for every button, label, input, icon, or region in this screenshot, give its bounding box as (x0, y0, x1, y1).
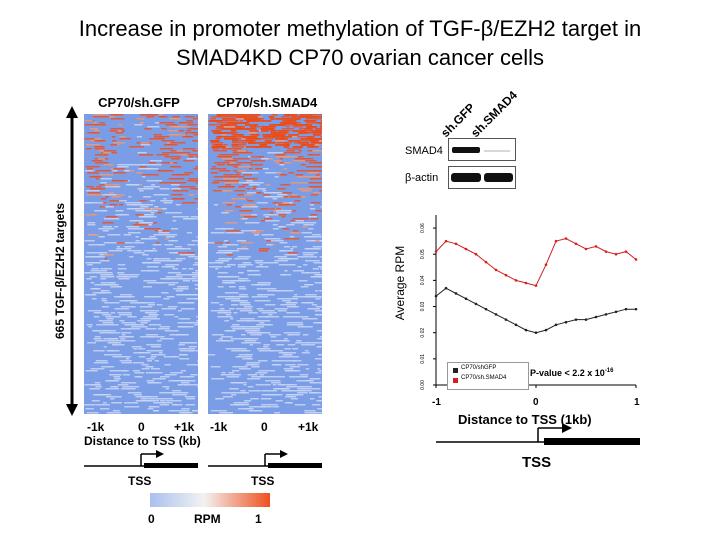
targets-arrow (66, 106, 78, 416)
profile-plot: 0.00 0.01 0.02 0.03 0.04 0.05 0.06 (420, 215, 638, 390)
profile-data-point (574, 318, 578, 321)
heatmap-right-tick-neg: -1k (210, 420, 228, 434)
profile-x-label: Distance to TSS (1kb) (458, 412, 592, 427)
profile-data-point (584, 247, 588, 251)
profile-data-point (484, 307, 488, 311)
profile-gene-diagram (436, 423, 640, 445)
profile-data-point (604, 250, 608, 253)
profile-y-tick-label: 0.05 (420, 249, 426, 259)
blot-row-smad4: SMAD4 (405, 145, 443, 157)
profile-data-point (554, 323, 558, 327)
colorbar-min: 0 (148, 512, 155, 526)
profile-data-point (494, 268, 498, 272)
profile-data-point (544, 263, 548, 266)
profile-data-point (624, 307, 628, 311)
profile-data-point (614, 252, 618, 256)
blot-row-actin: β-actin (405, 172, 439, 184)
profile-data-point (594, 315, 598, 319)
colorbar (150, 493, 270, 507)
profile-data-point (494, 313, 498, 316)
legend-label-gfp: CP70/shGFP (461, 365, 497, 371)
legend-label-smad4: CP70/sh.SMAD4 (461, 375, 507, 381)
profile-series-line (435, 287, 636, 334)
profile-data-point (434, 250, 438, 253)
pvalue-exponent: -16 (604, 368, 614, 374)
profile-y-tick-label: 0.03 (420, 301, 426, 311)
profile-data-point (444, 286, 448, 290)
profile-y-label: Average RPM (393, 245, 407, 321)
profile-data-point (594, 245, 598, 248)
profile-data-point (464, 297, 468, 300)
profile-legend: CP70/shGFP CP70/sh.SMAD4 (447, 362, 529, 390)
profile-x-tick-zero: 0 (533, 397, 539, 408)
heatmap-right-title: CP70/sh.SMAD4 (216, 95, 318, 110)
profile-data-point (514, 279, 518, 282)
profile-y-tick-label: 0.02 (420, 328, 426, 338)
profile-data-point (484, 260, 488, 264)
heatmap-left-title: CP70/sh.GFP (98, 95, 180, 110)
profile-data-point (564, 237, 568, 240)
profile-data-point (504, 273, 508, 277)
profile-y-tick-label: 0.00 (420, 380, 426, 390)
profile-data-point (564, 320, 568, 324)
heatmap-smad4 (208, 114, 338, 414)
profile-data-point (504, 318, 508, 321)
heatmap-right-tick-zero: 0 (261, 420, 268, 434)
heatmap-left-tick-zero: 0 (138, 420, 145, 434)
tss-label-right: TSS (251, 474, 275, 488)
profile-pvalue: P-value < 2.2 x 10-16 (530, 368, 613, 378)
profile-y-tick-label: 0.01 (420, 354, 426, 364)
profile-data-point (544, 328, 548, 332)
profile-y-tick-label: 0.04 (420, 275, 426, 285)
profile-data-point (604, 313, 608, 316)
gene-diagram-right (208, 450, 322, 468)
profile-series-line (435, 237, 637, 287)
heatmap-right-tick-pos: +1k (298, 420, 319, 434)
profile-data-point (524, 281, 528, 285)
page-subtitle: SMAD4KD CP70 ovarian cancer cells (175, 45, 545, 70)
profile-data-point (514, 323, 518, 327)
legend-swatch-smad4 (453, 378, 458, 383)
profile-data-point (474, 252, 478, 256)
heatmap-left-tick-neg: -1k (87, 420, 105, 434)
blot-lane-smad4: sh.SMAD4 (468, 88, 520, 140)
western-blot-image (448, 138, 516, 189)
profile-data-point (444, 239, 448, 243)
profile-data-point (464, 247, 468, 251)
heatmap-left-tick-pos: +1k (174, 420, 195, 434)
profile-data-point (634, 258, 638, 261)
pvalue-text: P-value < 2.2 x 10 (530, 368, 605, 378)
heatmap-x-label: Distance to TSS (kb) (84, 434, 201, 448)
tss-label-left: TSS (128, 474, 152, 488)
profile-data-point (534, 331, 538, 334)
profile-x-tick-pos: 1 (634, 397, 640, 408)
profile-data-point (554, 239, 558, 243)
profile-data-point (584, 318, 588, 321)
profile-x-tick-neg: -1 (432, 397, 441, 408)
profile-data-point (434, 294, 438, 298)
legend-swatch-gfp (453, 368, 458, 373)
profile-data-point (524, 328, 528, 332)
colorbar-label: RPM (194, 512, 221, 526)
profile-y-tick-label: 0.06 (420, 223, 426, 233)
colorbar-max: 1 (255, 512, 262, 526)
heatmap-gfp (84, 114, 214, 414)
profile-data-point (454, 292, 458, 295)
profile-data-point (474, 302, 478, 306)
profile-data-point (454, 242, 458, 246)
profile-tss-label: TSS (522, 454, 552, 471)
profile-data-point (634, 307, 638, 311)
gene-diagram-left (84, 450, 198, 468)
profile-data-point (624, 250, 628, 253)
profile-data-point (614, 310, 618, 314)
page-title: Increase in promoter methylation of TGF-… (78, 16, 642, 41)
profile-data-point (534, 284, 538, 287)
profile-data-point (574, 242, 578, 246)
